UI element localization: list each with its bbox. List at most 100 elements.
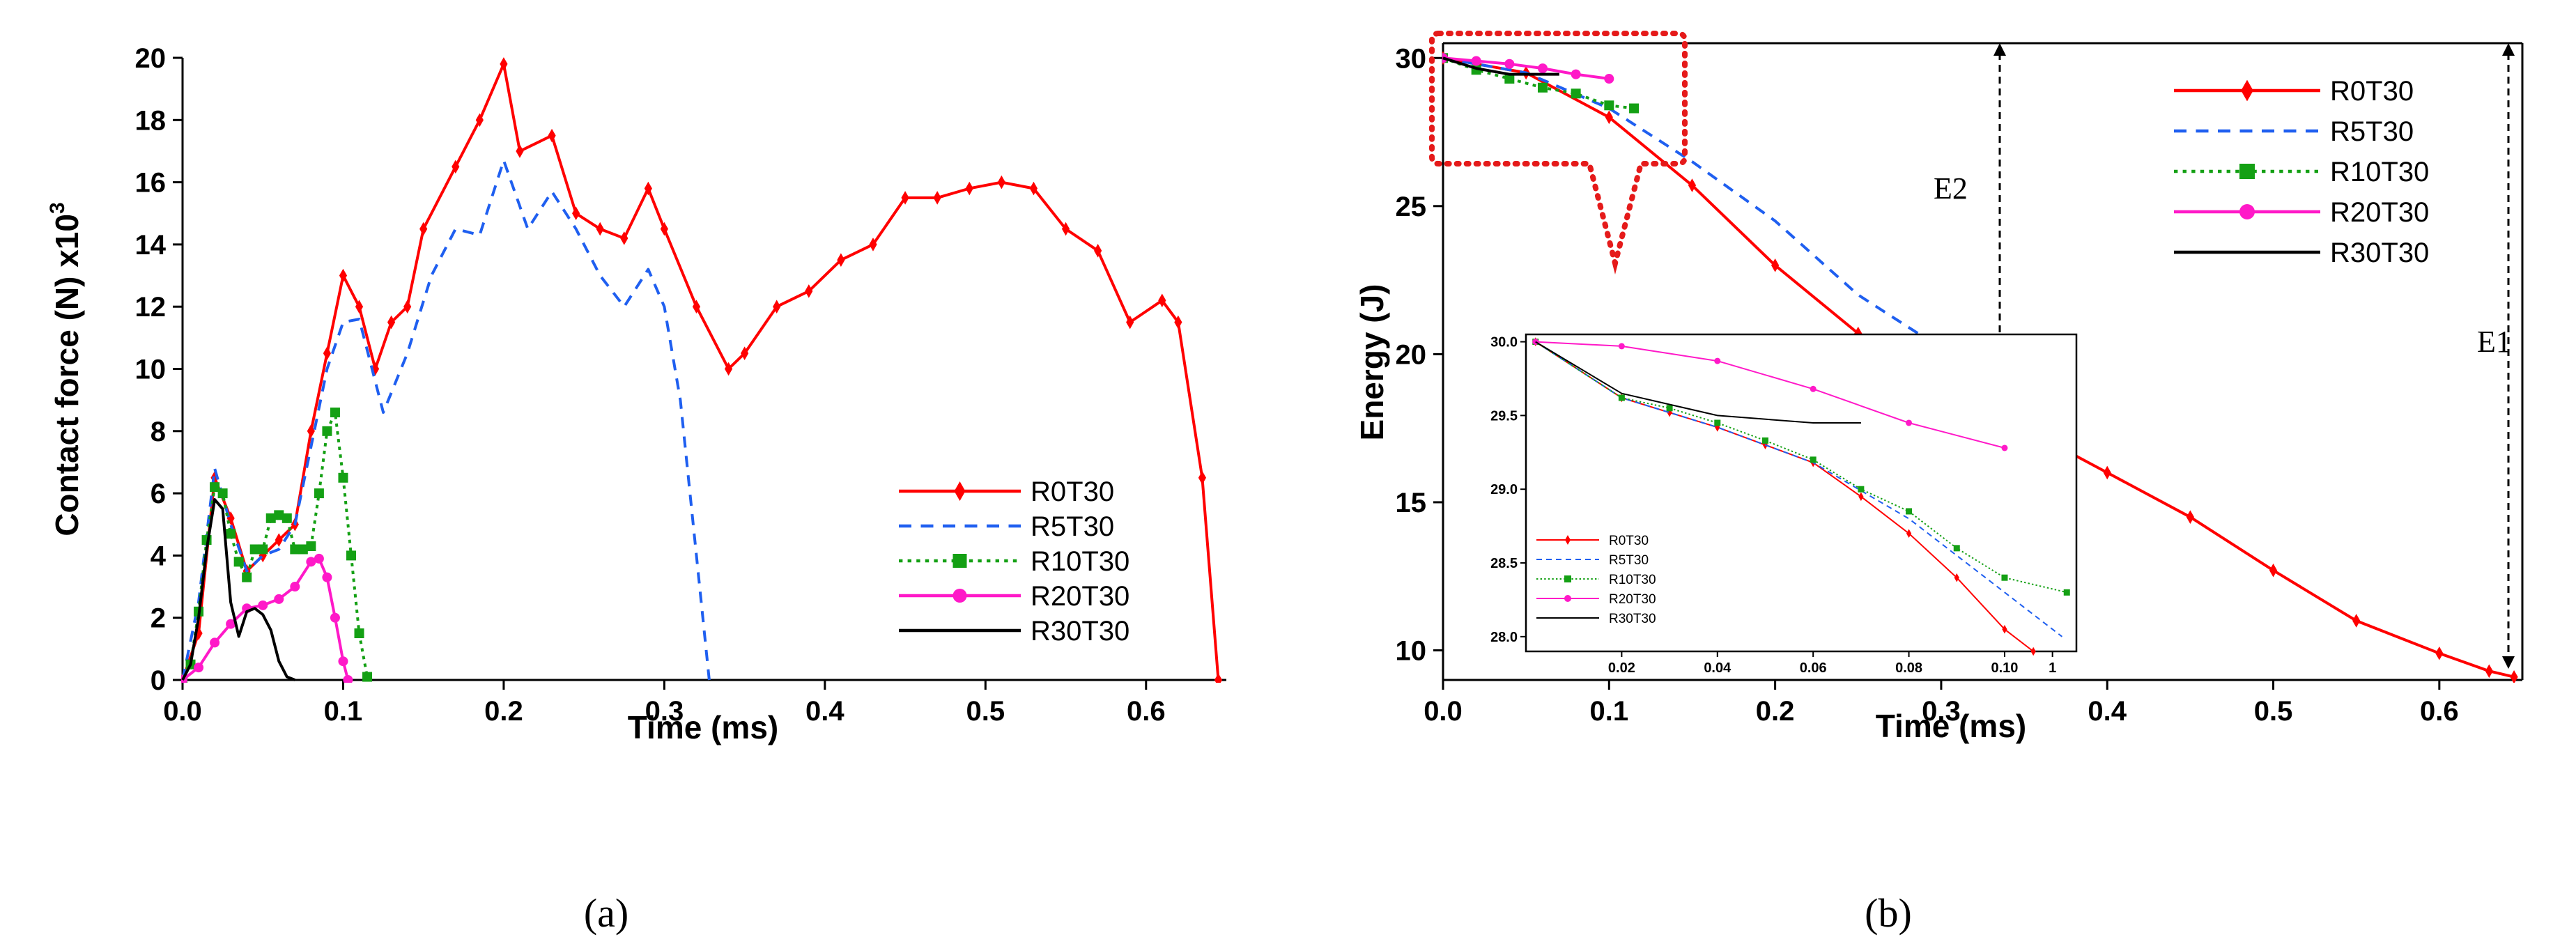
chart-a-point-R10T30-6 [226, 529, 236, 539]
chart-a-point-R20T30-5 [258, 600, 268, 610]
inset-point-R0T30-10 [2030, 647, 2036, 656]
chart-a-point-R0T30-23 [620, 231, 628, 245]
chart-a-ytick-label: 14 [135, 230, 167, 261]
inset-series [1532, 337, 2070, 656]
chart-a-legend-label-R5T30: R5T30 [1031, 511, 1114, 542]
chart-a-point-R0T30-37 [1029, 181, 1038, 196]
inset-point-R20T30-2 [1714, 357, 1721, 364]
chart-b-legend: R0T30 R5T30 R10T30 R20T30 R30T30 [2174, 76, 2429, 268]
inset-xtick-label: 0.02 [1608, 660, 1635, 676]
chart-b-point-R20T30-2 [1504, 59, 1515, 69]
chart-a-point-R0T30-11 [355, 300, 364, 314]
chart-b-xlabel: Time (ms) [1876, 708, 2026, 744]
chart-b-point-R10T30-6 [1629, 103, 1640, 114]
inset-point-R10T30-2 [1666, 405, 1673, 412]
chart-b-point-R0T30-11 [2352, 614, 2361, 628]
chart-a-point-R0T30-30 [805, 284, 813, 298]
chart-a-point-R10T30-12 [274, 510, 284, 520]
chart-a-point-R0T30-41 [1158, 293, 1166, 308]
chart-a-ytick-label: 0 [151, 665, 166, 696]
chart-b-point-R20T30-4 [1571, 69, 1581, 79]
inset-point-R10T30-8 [1953, 545, 1960, 552]
chart-a-point-R20T30-7 [290, 582, 300, 592]
chart-b-point-R0T30-4 [1771, 258, 1780, 272]
inset-point-R10T30-6 [1858, 486, 1865, 493]
annotation-E1: E1 [2477, 325, 2511, 359]
chart-b-legend-label-R10T30: R10T30 [2330, 157, 2429, 187]
chart-a-point-R10T30-17 [314, 488, 324, 499]
chart-b-xtick-label: 0.5 [2254, 696, 2293, 727]
chart-a-point-R0T30-35 [965, 181, 973, 196]
chart-a-point-R0T30-8 [307, 424, 315, 438]
arrow-E2 [1993, 43, 2006, 348]
inset-xtick-label: 0.04 [1704, 660, 1732, 676]
energy-inset: 0.02 0.04 0.06 0.08 0.10 1 28.0 28.5 29.0 29.5 30.… [1490, 333, 2078, 676]
chart-a-legend-marker-R10T30 [952, 554, 967, 568]
inset-frame [1525, 333, 2078, 653]
chart-a-ytick-label: 6 [151, 479, 166, 509]
chart-a-point-R0T30-28 [741, 346, 749, 360]
inset-point-R20T30-3 [1810, 385, 1817, 392]
panel-label-b: (b) [1865, 890, 1912, 936]
chart-a-point-R10T30-9 [249, 544, 260, 555]
chart-a-legend: R0T30 R5T30 R10T30 R20T30 R30T30 [899, 477, 1129, 647]
chart-a-ytick-label: 4 [151, 541, 167, 571]
chart-b-point-R0T30-12 [2435, 646, 2444, 660]
chart-b-legend-label-R5T30: R5T30 [2330, 116, 2414, 147]
chart-b-point-R0T30-8 [2103, 465, 2111, 480]
chart-a-point-R0T30-9 [323, 346, 332, 360]
chart-a-point-R0T30-32 [869, 238, 877, 252]
chart-a-point-R0T30-29 [773, 300, 781, 314]
chart-a-point-R0T30-25 [660, 222, 668, 236]
chart-a-point-R10T30-10 [258, 544, 268, 555]
chart-b-point-R10T30-2 [1504, 74, 1515, 84]
chart-a-point-R0T30-42 [1174, 315, 1182, 330]
chart-b-ticks: 0.0 0.1 0.2 0.3 0.4 0.5 0.6 10 15 20 25 30 [1396, 43, 2459, 727]
chart-a-point-R0T30-6 [275, 533, 283, 547]
chart-a-ylabel: Contact force (N) x103 [46, 202, 85, 536]
chart-a-ytick-label: 8 [151, 417, 166, 447]
inset-ytick-label: 29.0 [1490, 482, 1518, 497]
chart-a-ticks: 0.0 0.1 0.2 0.3 0.4 0.5 0.6 0 2 4 6 8 10 12 14 16 18 20 [135, 43, 1166, 727]
chart-a-point-R0T30-14 [403, 300, 412, 314]
chart-a-point-R0T30-24 [644, 181, 652, 196]
chart-a-point-R10T30-21 [346, 550, 356, 561]
chart-b-point-R10T30-3 [1537, 82, 1548, 93]
chart-a-point-R20T30-12 [338, 656, 348, 667]
chart-a-point-R10T30-4 [210, 482, 220, 493]
chart-a-xtick-label: 0.6 [1127, 696, 1166, 727]
chart-b-point-R0T30-13 [2485, 664, 2493, 679]
chart-a-point-R0T30-36 [997, 175, 1005, 189]
chart-b-xtick-label: 0.3 [1922, 696, 1961, 727]
chart-a-point-R0T30-13 [387, 315, 396, 330]
chart-a-point-R10T30-23 [362, 672, 373, 682]
chart-b-ytick-label: 25 [1396, 192, 1427, 222]
chart-a-point-R0T30-31 [837, 253, 845, 268]
chart-b-ytick-label: 15 [1396, 488, 1427, 518]
chart-a-point-R0T30-19 [516, 144, 524, 158]
chart-b-point-R0T30-2 [1605, 110, 1613, 125]
chart-a-point-R0T30-43 [1198, 470, 1207, 485]
chart-a-point-R0T30-33 [901, 191, 909, 205]
inset-point-R10T30-5 [1810, 456, 1817, 463]
chart-a-point-R0T30-17 [475, 113, 484, 127]
chart-b-xtick-label: 0.0 [1424, 696, 1463, 727]
chart-b-legend-marker-R10T30 [2239, 164, 2255, 179]
chart-a-xtick-label: 0.5 [966, 696, 1005, 727]
chart-a-point-R10T30-13 [281, 513, 292, 523]
chart-b-legend-label-R20T30: R20T30 [2330, 197, 2429, 228]
chart-a-xtick-label: 0.3 [645, 696, 684, 727]
chart-a-point-R0T30-27 [724, 362, 733, 376]
inset-point-R10T30-3 [1714, 419, 1721, 426]
chart-a-point-R0T30-10 [339, 268, 348, 283]
inset-ytick-label: 29.5 [1490, 408, 1518, 424]
inset-legend-label-R30T30: R30T30 [1609, 612, 1656, 626]
chart-a-point-R0T30-18 [500, 57, 508, 71]
inset-xtick-label: 0.08 [1895, 660, 1922, 676]
chart-a-point-R20T30-1 [194, 663, 204, 673]
chart-a-point-R20T30-2 [210, 637, 220, 648]
chart-a-xtick-label: 0.2 [484, 696, 523, 727]
arrow-E1-head-bottom [2502, 656, 2515, 669]
chart-a-point-R0T30-26 [692, 300, 701, 314]
chart-a-point-R0T30-40 [1126, 315, 1134, 330]
